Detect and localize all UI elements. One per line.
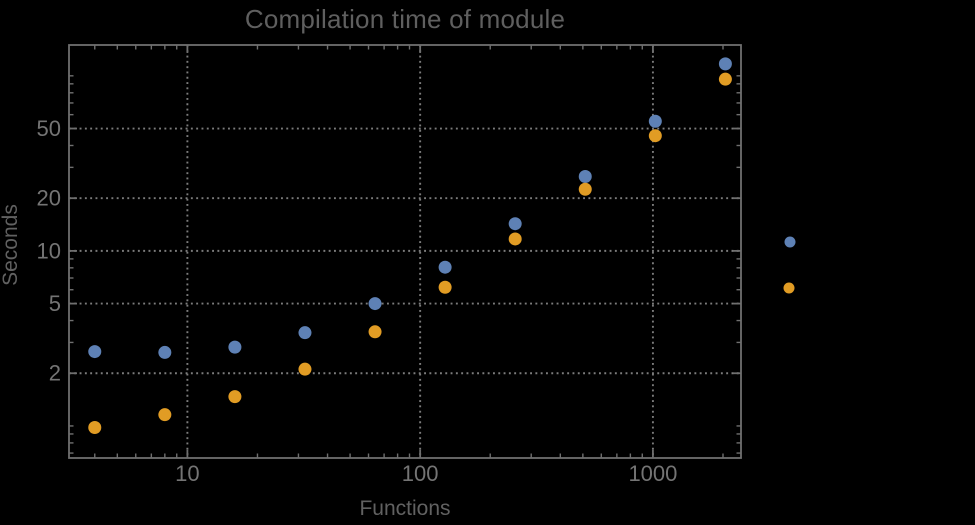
chart-title: Compilation time of module — [244, 4, 566, 34]
y-tick-label-2: 2 — [49, 361, 61, 386]
data-point-series-1-blue-x256 — [508, 217, 522, 231]
data-point-series-2-orange-x512 — [578, 182, 592, 196]
data-point-series-1-blue-x16 — [228, 340, 242, 354]
y-tick-label-5: 5 — [49, 291, 61, 316]
data-point-series-2-orange-x64 — [368, 325, 382, 339]
x-tick-label-10: 10 — [175, 461, 199, 486]
data-point-series-1-blue-x4 — [88, 345, 102, 359]
data-point-series-1-blue-x32 — [298, 326, 312, 340]
data-point-series-1-blue-x2048 — [718, 57, 732, 71]
x-tick-label-1000: 1000 — [628, 461, 677, 486]
data-point-series-2-orange-x2048 — [718, 72, 732, 86]
x-tick-label-100: 100 — [402, 461, 439, 486]
data-point-series-2-orange-x8 — [158, 408, 172, 422]
y-axis-label: Seconds — [0, 204, 22, 286]
data-point-series-1-blue-x8 — [158, 345, 172, 359]
data-point-series-1-blue-x128 — [438, 260, 452, 274]
data-point-series-1-blue-x512 — [578, 170, 592, 184]
data-point-series-2-orange-x1024 — [648, 129, 662, 143]
legend-marker-series-1-blue — [784, 236, 796, 248]
data-point-series-1-blue-x64 — [368, 297, 382, 311]
legend-marker-series-2-orange — [783, 282, 795, 294]
data-point-series-2-orange-x256 — [508, 232, 522, 246]
data-point-series-1-blue-x1024 — [648, 114, 662, 128]
y-tick-label-20: 20 — [37, 186, 61, 211]
y-tick-label-50: 50 — [37, 116, 61, 141]
data-point-series-2-orange-x4 — [88, 420, 102, 434]
data-point-series-2-orange-x16 — [228, 390, 242, 404]
y-tick-label-10: 10 — [37, 238, 61, 263]
x-axis-label: Functions — [359, 497, 451, 520]
data-point-series-2-orange-x32 — [298, 362, 312, 376]
data-point-series-2-orange-x128 — [438, 280, 452, 294]
